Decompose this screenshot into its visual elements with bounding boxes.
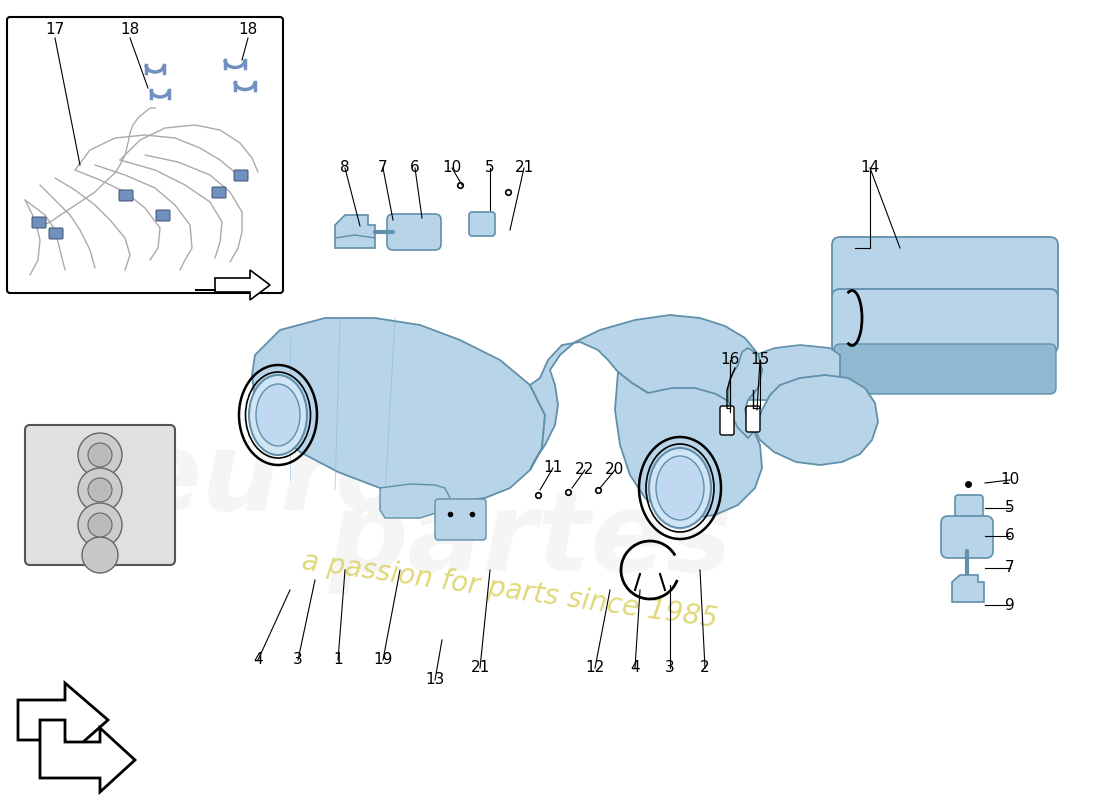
- FancyBboxPatch shape: [7, 17, 283, 293]
- FancyBboxPatch shape: [32, 217, 46, 228]
- Text: 17: 17: [45, 22, 65, 38]
- Polygon shape: [748, 345, 840, 400]
- Text: 22: 22: [575, 462, 595, 478]
- Text: 10: 10: [442, 161, 462, 175]
- Ellipse shape: [256, 384, 300, 446]
- FancyBboxPatch shape: [832, 289, 1058, 353]
- Text: 5: 5: [485, 161, 495, 175]
- Text: 10: 10: [1000, 473, 1020, 487]
- Text: 11: 11: [543, 461, 562, 475]
- Text: 5: 5: [1005, 501, 1015, 515]
- Text: 4: 4: [630, 661, 640, 675]
- Ellipse shape: [656, 456, 704, 520]
- Circle shape: [88, 513, 112, 537]
- Text: 20: 20: [605, 462, 625, 478]
- Polygon shape: [530, 315, 762, 470]
- Text: 9: 9: [1005, 598, 1015, 613]
- FancyBboxPatch shape: [720, 406, 734, 435]
- Text: 3: 3: [293, 653, 303, 667]
- Text: 12: 12: [585, 661, 605, 675]
- Circle shape: [88, 443, 112, 467]
- FancyBboxPatch shape: [746, 406, 760, 432]
- FancyBboxPatch shape: [50, 228, 63, 239]
- Polygon shape: [952, 575, 984, 602]
- FancyBboxPatch shape: [832, 237, 1058, 301]
- Text: 8: 8: [340, 161, 350, 175]
- Circle shape: [78, 503, 122, 547]
- Text: 19: 19: [373, 653, 393, 667]
- Text: 7: 7: [1005, 561, 1015, 575]
- Ellipse shape: [249, 375, 307, 455]
- Text: 16: 16: [720, 353, 739, 367]
- FancyBboxPatch shape: [212, 187, 226, 198]
- Text: 6: 6: [410, 161, 420, 175]
- Polygon shape: [728, 348, 762, 438]
- Text: 18: 18: [120, 22, 140, 38]
- Text: 18: 18: [239, 22, 257, 38]
- FancyBboxPatch shape: [119, 190, 133, 201]
- Text: a passion for parts since 1985: a passion for parts since 1985: [300, 547, 719, 633]
- Text: 21: 21: [471, 661, 490, 675]
- FancyBboxPatch shape: [387, 214, 441, 250]
- Circle shape: [88, 478, 112, 502]
- FancyBboxPatch shape: [234, 170, 248, 181]
- Text: 6: 6: [1005, 529, 1015, 543]
- FancyBboxPatch shape: [955, 495, 983, 519]
- Circle shape: [78, 433, 122, 477]
- Text: 21: 21: [515, 161, 534, 175]
- Text: 7: 7: [378, 161, 388, 175]
- FancyBboxPatch shape: [834, 344, 1056, 394]
- Polygon shape: [615, 372, 762, 518]
- Text: partes: partes: [328, 486, 732, 594]
- Polygon shape: [755, 375, 878, 465]
- FancyBboxPatch shape: [940, 516, 993, 558]
- FancyBboxPatch shape: [156, 210, 170, 221]
- Text: 13: 13: [426, 673, 444, 687]
- Text: euro: euro: [128, 426, 413, 534]
- Text: 4: 4: [253, 653, 263, 667]
- Text: 2: 2: [701, 661, 710, 675]
- FancyBboxPatch shape: [469, 212, 495, 236]
- Polygon shape: [40, 720, 135, 792]
- Polygon shape: [336, 215, 375, 248]
- Polygon shape: [18, 683, 108, 758]
- Text: 15: 15: [750, 353, 770, 367]
- Text: 1: 1: [333, 653, 343, 667]
- Circle shape: [78, 468, 122, 512]
- Ellipse shape: [649, 448, 711, 528]
- Polygon shape: [195, 270, 270, 300]
- Polygon shape: [252, 318, 544, 502]
- Text: 14: 14: [860, 161, 880, 175]
- Polygon shape: [379, 484, 450, 518]
- Circle shape: [82, 537, 118, 573]
- FancyBboxPatch shape: [434, 499, 486, 540]
- Text: 3: 3: [666, 661, 675, 675]
- FancyBboxPatch shape: [25, 425, 175, 565]
